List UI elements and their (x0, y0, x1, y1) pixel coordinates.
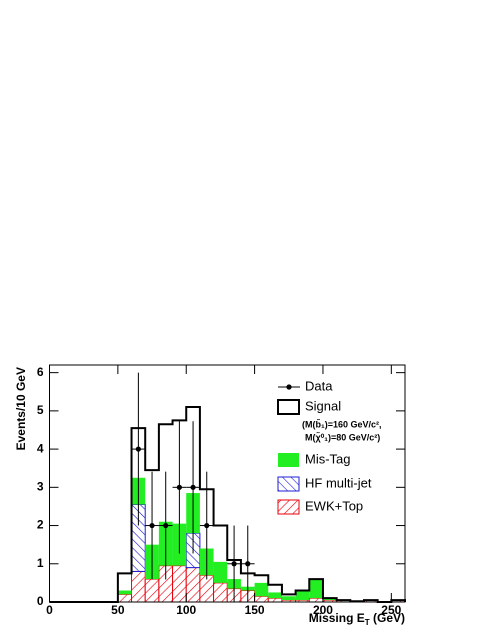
data-point (135, 446, 141, 452)
bar-segment (308, 597, 324, 603)
x-tick-label: 150 (245, 603, 265, 617)
bar-segment (117, 593, 133, 603)
bar-segment (144, 578, 160, 603)
y-axis-label: Events/10 GeV (14, 367, 28, 450)
bar-segment (268, 585, 282, 593)
y-tick-label: 5 (37, 403, 44, 417)
y-tick-label: 4 (37, 441, 44, 455)
bar-segment (118, 573, 132, 590)
bar-segment (213, 582, 228, 603)
y-tick-label: 6 (37, 365, 44, 379)
legend-swatch (277, 499, 300, 515)
plot-frame (49, 364, 406, 603)
y-tick-label: 1 (37, 556, 44, 570)
legend-label: Mis-Tag (305, 451, 351, 466)
x-axis-label: Missing ET (GeV) (309, 611, 405, 627)
y-tick-label: 3 (37, 479, 44, 493)
signal-note: (M(b̃₁)=160 GeV/c², (302, 418, 382, 429)
bar-segment (185, 567, 201, 603)
data-point (190, 484, 196, 490)
bar-segment (254, 582, 269, 597)
bar-segment (172, 565, 187, 603)
data-point (163, 522, 169, 529)
bar-segment (281, 596, 296, 601)
x-tick-label: 100 (176, 603, 196, 617)
legend-label: HF multi-jet (305, 475, 372, 490)
data-point (204, 522, 210, 529)
bar-segment (268, 592, 282, 599)
bar-segment (213, 561, 228, 583)
legend-label: Data (305, 378, 333, 393)
signal-outline (49, 406, 406, 603)
signal-note: M(χ̃⁰₁)=80 GeV/c²) (305, 431, 380, 442)
data-point (149, 522, 155, 529)
data-point (245, 561, 251, 567)
bar-segment (117, 590, 132, 595)
data-point (176, 484, 182, 490)
x-tick-label: 0 (46, 603, 53, 617)
legend-marker (286, 384, 292, 390)
legend-label: EWK+Top (305, 498, 363, 513)
x-tick-label: 50 (111, 603, 125, 617)
y-tick-label: 2 (37, 518, 44, 532)
bar-segment (131, 570, 146, 603)
bar-segment (255, 575, 269, 583)
bar-segment (267, 597, 283, 603)
bar-segment (309, 579, 323, 599)
legend-swatch (277, 399, 300, 415)
y-tick-label: 0 (37, 594, 44, 608)
legend-swatch (278, 453, 299, 467)
legend-label: Signal (305, 398, 341, 413)
legend-swatch (277, 476, 300, 492)
x-tick-label: 250 (381, 603, 401, 617)
data-point (231, 561, 237, 567)
bar-segment (214, 526, 228, 562)
bar-segment (254, 595, 269, 603)
bar-segment (295, 590, 310, 601)
x-tick-label: 200 (313, 603, 333, 617)
